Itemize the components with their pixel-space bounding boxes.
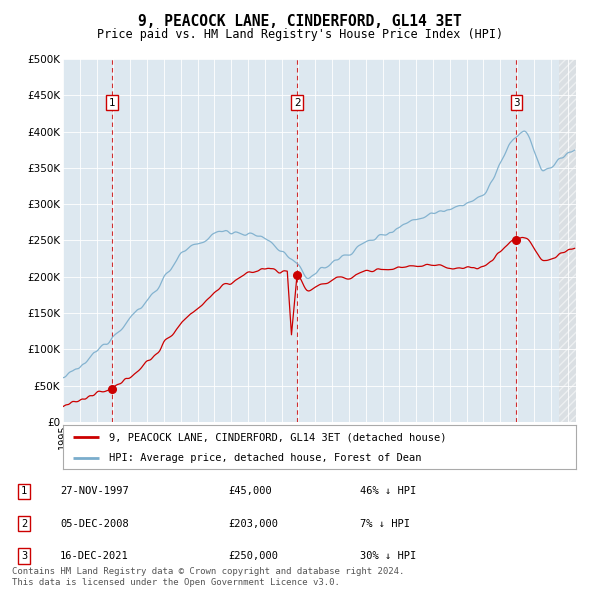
Text: Price paid vs. HM Land Registry's House Price Index (HPI): Price paid vs. HM Land Registry's House … <box>97 28 503 41</box>
Text: 3: 3 <box>513 97 520 107</box>
Text: 2: 2 <box>21 519 27 529</box>
Text: 9, PEACOCK LANE, CINDERFORD, GL14 3ET: 9, PEACOCK LANE, CINDERFORD, GL14 3ET <box>138 14 462 30</box>
Text: 27-NOV-1997: 27-NOV-1997 <box>60 486 129 496</box>
Text: 1: 1 <box>109 97 115 107</box>
Text: £45,000: £45,000 <box>228 486 272 496</box>
Text: Contains HM Land Registry data © Crown copyright and database right 2024.
This d: Contains HM Land Registry data © Crown c… <box>12 568 404 586</box>
Text: 2: 2 <box>294 97 301 107</box>
Text: 05-DEC-2008: 05-DEC-2008 <box>60 519 129 529</box>
Text: 7% ↓ HPI: 7% ↓ HPI <box>360 519 410 529</box>
Text: 1: 1 <box>21 486 27 496</box>
Text: £250,000: £250,000 <box>228 551 278 561</box>
Text: £203,000: £203,000 <box>228 519 278 529</box>
Text: 30% ↓ HPI: 30% ↓ HPI <box>360 551 416 561</box>
Text: HPI: Average price, detached house, Forest of Dean: HPI: Average price, detached house, Fore… <box>109 453 422 463</box>
Text: 3: 3 <box>21 551 27 561</box>
Text: 9, PEACOCK LANE, CINDERFORD, GL14 3ET (detached house): 9, PEACOCK LANE, CINDERFORD, GL14 3ET (d… <box>109 432 446 442</box>
Text: 46% ↓ HPI: 46% ↓ HPI <box>360 486 416 496</box>
Text: 16-DEC-2021: 16-DEC-2021 <box>60 551 129 561</box>
